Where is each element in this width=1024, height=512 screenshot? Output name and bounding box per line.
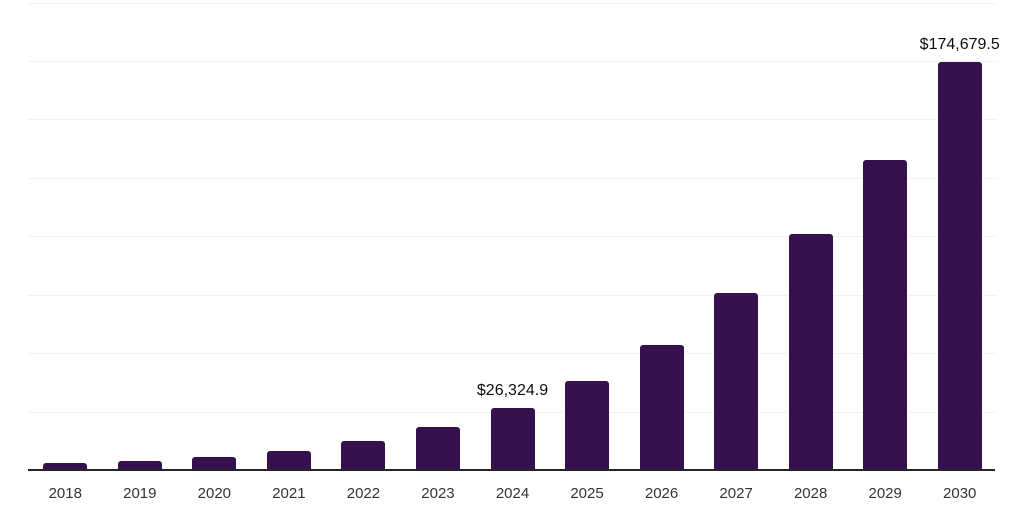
gridline — [28, 60, 997, 62]
x-tick-2030: 2030 — [943, 485, 977, 502]
bar-2030[interactable] — [937, 61, 982, 470]
bar-2021[interactable] — [266, 451, 311, 470]
bar-2027[interactable] — [714, 293, 759, 470]
gridline — [28, 119, 997, 121]
x-axis-line — [28, 469, 995, 471]
bar-2019[interactable] — [117, 461, 162, 470]
bar-2028[interactable] — [788, 234, 833, 470]
gridline — [28, 353, 997, 355]
bar-2024[interactable] — [490, 408, 535, 470]
x-tick-2023: 2023 — [421, 485, 455, 502]
x-tick-2019: 2019 — [123, 485, 157, 502]
x-tick-2020: 2020 — [197, 485, 232, 502]
x-tick-2024: 2024 — [495, 485, 530, 502]
x-tick-2027: 2027 — [719, 485, 753, 502]
data-label-2030: $174,679.5 — [919, 35, 1000, 53]
bar-2026[interactable] — [639, 344, 684, 470]
x-tick-2021: 2021 — [272, 485, 306, 502]
bar-2022[interactable] — [341, 441, 386, 470]
gridline — [28, 294, 997, 296]
x-tick-2018: 2018 — [48, 485, 82, 502]
bar-2025[interactable] — [565, 381, 610, 470]
bar-2020[interactable] — [192, 457, 237, 470]
gridline — [28, 2, 997, 4]
bar-2018[interactable] — [43, 462, 88, 470]
gridline — [28, 177, 997, 179]
x-tick-2025: 2025 — [570, 485, 604, 502]
x-tick-2029: 2029 — [868, 485, 902, 502]
x-tick-2028: 2028 — [793, 485, 828, 502]
bar-2023[interactable] — [415, 427, 460, 470]
x-tick-2022: 2022 — [346, 485, 381, 502]
bar-2029[interactable] — [863, 159, 908, 470]
data-label-2024: $26,324.9 — [476, 382, 549, 400]
gridline — [28, 236, 997, 238]
x-tick-2026: 2026 — [644, 485, 679, 502]
